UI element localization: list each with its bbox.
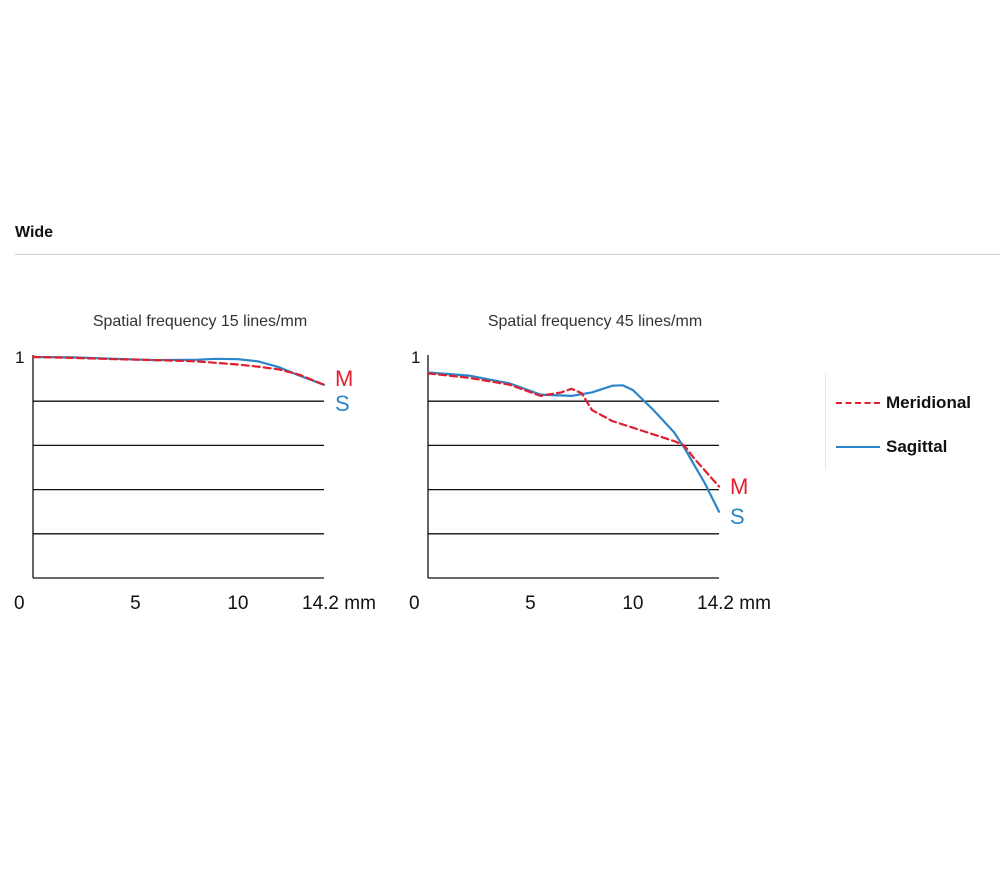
series-end-label: M — [730, 474, 748, 499]
series-line-meridional — [426, 372, 721, 488]
x-tick-label: 14.2 mm — [302, 593, 376, 614]
legend-label-sagittal: Sagittal — [886, 437, 948, 456]
x-tick-label: 10 — [227, 593, 248, 614]
series-end-label: M — [335, 366, 353, 391]
section-title: Wide — [15, 224, 54, 241]
chart-title: Spatial frequency 15 lines/mm — [93, 313, 307, 330]
y-tick-label: 1 — [411, 348, 420, 367]
legend: Meridional Sagittal — [825, 374, 1000, 470]
x-tick-label: 0 — [409, 593, 420, 614]
legend-label-meridional: Meridional — [886, 393, 972, 412]
x-tick-label: 5 — [130, 593, 141, 614]
sagittal-line-swatch — [836, 446, 880, 448]
x-tick-label: 5 — [525, 593, 536, 614]
series-end-label: S — [335, 391, 350, 416]
x-tick-label: 10 — [622, 593, 643, 614]
meridional-line-swatch — [836, 402, 880, 404]
x-tick-label: 0 — [14, 593, 25, 614]
chart-title: Spatial frequency 45 lines/mm — [488, 313, 702, 330]
series-line-sagittal — [426, 371, 721, 513]
x-tick-label: 14.2 mm — [697, 593, 771, 614]
section-divider — [15, 254, 1000, 255]
series-end-label: S — [730, 504, 745, 529]
y-tick-label: 1 — [15, 348, 24, 367]
series-line-meridional — [31, 355, 326, 386]
